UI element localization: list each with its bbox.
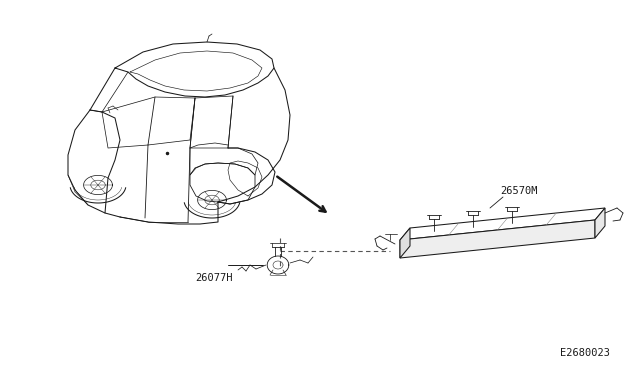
Text: 26570M: 26570M — [500, 186, 538, 196]
Text: E2680023: E2680023 — [560, 348, 610, 358]
Polygon shape — [400, 208, 605, 240]
Polygon shape — [400, 228, 410, 258]
Polygon shape — [400, 220, 595, 258]
Text: 26077H: 26077H — [195, 273, 232, 283]
Polygon shape — [595, 208, 605, 238]
